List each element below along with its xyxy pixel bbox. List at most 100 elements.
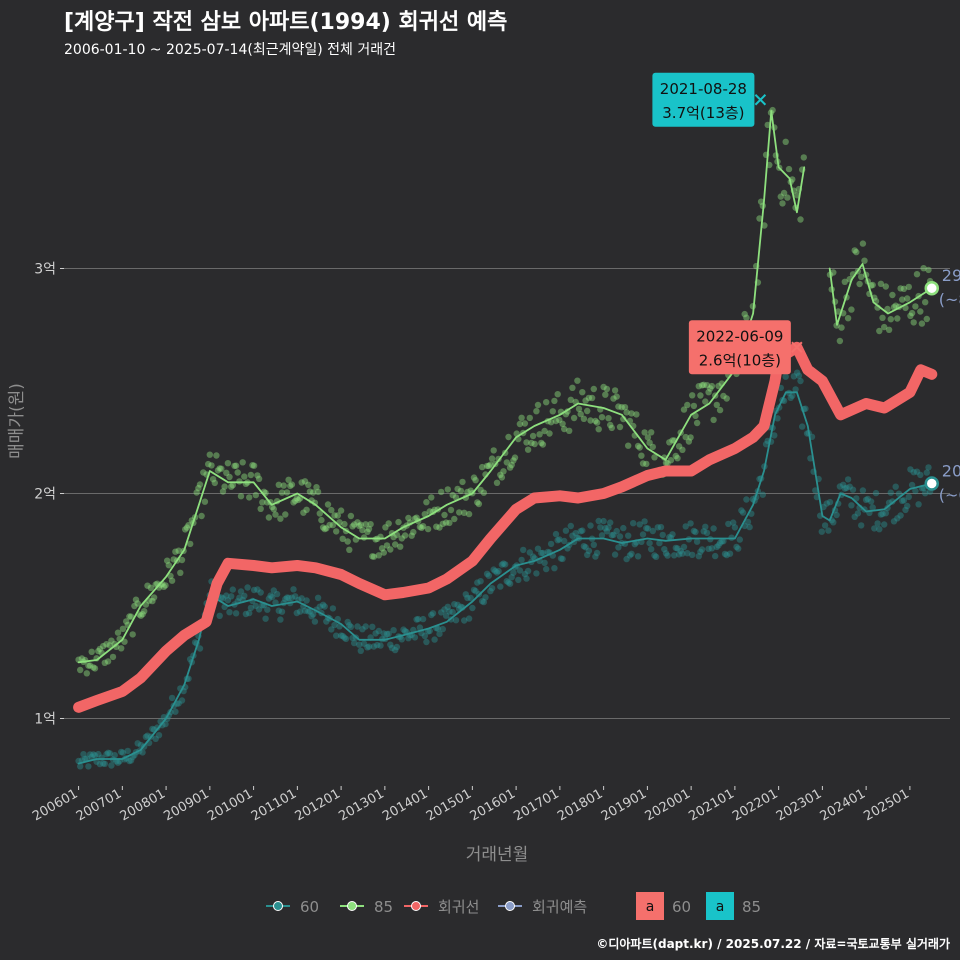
transaction-point-60 — [242, 610, 250, 618]
transaction-point-60 — [628, 550, 635, 557]
transaction-point-60 — [572, 530, 579, 537]
transaction-point-60 — [298, 595, 305, 602]
transaction-point-60 — [611, 551, 619, 558]
transaction-point-60 — [510, 569, 517, 576]
transaction-point-85 — [288, 481, 296, 488]
transaction-point-60 — [693, 538, 701, 545]
transaction-point-60 — [579, 527, 586, 534]
transaction-point-85 — [201, 498, 209, 505]
transaction-point-60 — [344, 618, 351, 626]
transaction-point-60 — [894, 515, 901, 522]
transaction-point-60 — [659, 531, 666, 539]
transaction-point-60 — [446, 608, 453, 615]
transaction-point-60 — [657, 523, 665, 531]
transaction-point-85 — [78, 655, 86, 662]
transaction-point-60 — [876, 526, 883, 533]
transaction-point-85 — [211, 479, 218, 487]
x-tick-label: 200901 — [161, 786, 211, 824]
transaction-point-60 — [720, 538, 727, 545]
transaction-point-60 — [247, 604, 255, 612]
transaction-point-85 — [922, 299, 929, 306]
transaction-point-60 — [654, 524, 661, 531]
transaction-point-85 — [879, 314, 886, 321]
transaction-point-85 — [500, 468, 507, 475]
transaction-point-60 — [306, 608, 314, 615]
transaction-point-85 — [853, 248, 860, 256]
transaction-point-60 — [357, 647, 364, 654]
transaction-point-60 — [869, 504, 876, 511]
transaction-point-60 — [736, 536, 743, 543]
x-tick-label: 202501 — [861, 786, 911, 824]
transaction-point-85 — [86, 662, 94, 669]
transaction-point-60 — [630, 520, 637, 527]
transaction-point-85 — [508, 461, 515, 469]
transaction-point-60 — [303, 597, 310, 604]
transaction-point-60 — [88, 753, 95, 760]
transaction-point-85 — [861, 257, 868, 264]
transaction-point-60 — [830, 519, 837, 526]
legend-label: 60 — [300, 898, 319, 916]
transaction-point-85 — [229, 482, 236, 489]
transaction-point-85 — [416, 523, 424, 531]
transaction-point-85 — [633, 411, 640, 418]
transaction-point-60 — [413, 616, 420, 623]
transaction-point-85 — [282, 511, 289, 518]
transaction-point-85 — [716, 406, 724, 414]
transaction-point-60 — [539, 549, 547, 557]
transaction-point-60 — [792, 386, 799, 393]
transaction-point-60 — [552, 530, 560, 538]
endpoint-area-label: (~85㎡) — [939, 290, 960, 309]
transaction-point-85 — [351, 521, 358, 528]
transaction-point-60 — [91, 752, 99, 759]
transaction-point-85 — [405, 514, 412, 522]
transaction-point-85 — [249, 462, 256, 469]
transaction-point-60 — [118, 748, 125, 756]
transaction-point-60 — [470, 586, 478, 594]
transaction-point-60 — [661, 546, 668, 553]
transaction-point-60 — [523, 575, 530, 582]
transaction-point-60 — [439, 625, 446, 633]
transaction-point-60 — [387, 641, 394, 648]
transaction-point-85 — [693, 419, 701, 427]
transaction-point-60 — [226, 609, 233, 616]
transaction-point-60 — [917, 471, 924, 479]
transaction-point-60 — [311, 618, 319, 625]
transaction-point-60 — [897, 512, 904, 519]
transaction-point-60 — [472, 587, 479, 595]
transaction-point-60 — [551, 565, 558, 572]
transaction-point-60 — [705, 545, 712, 552]
transaction-point-85 — [779, 200, 786, 207]
transaction-point-85 — [605, 415, 612, 422]
transaction-point-85 — [588, 394, 596, 402]
transaction-point-85 — [387, 546, 394, 553]
transaction-point-60 — [508, 574, 515, 581]
transaction-point-60 — [524, 567, 532, 575]
transaction-point-85 — [844, 315, 852, 322]
transaction-point-85 — [641, 429, 648, 436]
transaction-point-60 — [250, 586, 258, 594]
legend-label: 회귀선 — [438, 898, 479, 916]
transaction-point-85 — [223, 469, 230, 476]
transaction-point-60 — [864, 495, 871, 503]
transaction-point-85 — [90, 664, 97, 671]
transaction-point-85 — [538, 439, 545, 447]
transaction-point-60 — [159, 722, 166, 729]
transaction-point-60 — [846, 483, 853, 490]
transaction-point-85 — [305, 481, 312, 488]
transaction-point-60 — [441, 606, 448, 613]
transaction-point-60 — [106, 750, 114, 757]
transaction-point-85 — [444, 486, 451, 493]
transaction-point-60 — [774, 415, 781, 422]
transaction-point-85 — [648, 429, 655, 436]
transaction-point-60 — [290, 586, 297, 593]
transaction-point-85 — [498, 474, 506, 481]
transaction-point-60 — [844, 476, 852, 483]
transaction-point-85 — [703, 382, 711, 389]
transaction-point-60 — [518, 556, 525, 564]
annotation-layer: 29,125 (~85㎡) 20,443 (~60㎡) 2021-08-28 3.7억(1… — [652, 72, 960, 505]
transaction-point-85 — [756, 215, 763, 222]
transaction-point-60 — [649, 527, 656, 535]
transaction-point-85 — [324, 501, 332, 508]
transaction-point-85 — [457, 487, 465, 495]
transaction-point-85 — [741, 310, 748, 318]
